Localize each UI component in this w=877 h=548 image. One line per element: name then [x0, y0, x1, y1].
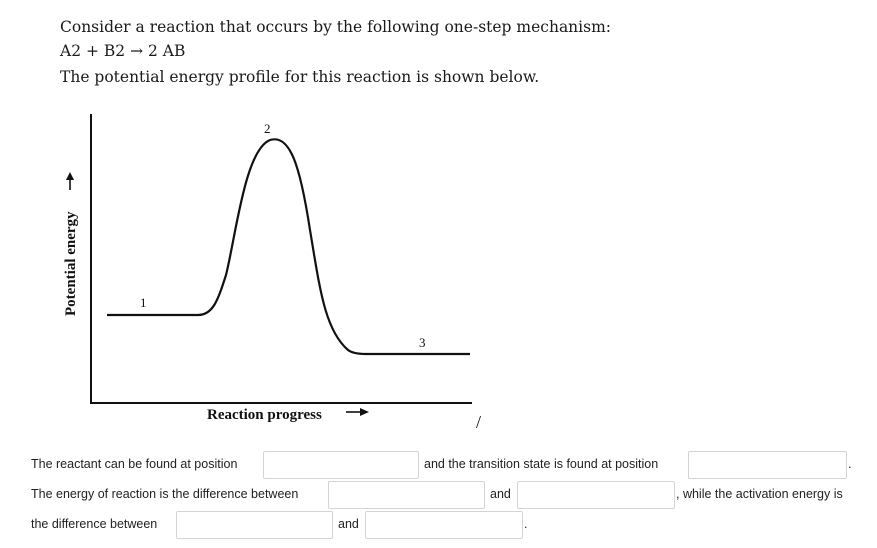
svg-text:Potential energy: Potential energy — [63, 211, 79, 316]
y-axis-arrow — [66, 172, 74, 190]
q1-mid-text: and the transition state is found at pos… — [424, 457, 659, 471]
reaction-equation: A2 + B2 → 2 AB — [60, 42, 186, 60]
intro-line-1: Consider a reaction that occurs by the f… — [60, 18, 611, 36]
q2-text: The energy of reaction is the difference… — [31, 487, 299, 501]
q3-end: . — [524, 517, 528, 531]
position-label-1: 1 — [140, 295, 147, 310]
q1-end: . — [848, 457, 852, 471]
q3-text: the difference between — [31, 517, 158, 531]
position-label-3: 3 — [419, 335, 426, 350]
activation-energy-input-a[interactable] — [176, 511, 333, 539]
x-axis-label: Reaction progress — [207, 407, 322, 423]
reaction-energy-input-b[interactable] — [517, 481, 675, 509]
stray-mark: / — [476, 412, 481, 432]
intro-line-3: The potential energy profile for this re… — [60, 68, 540, 86]
reaction-energy-input-a[interactable] — [328, 481, 485, 509]
q2-end: , while the activation energy is — [676, 487, 843, 501]
y-axis-label: Potential energy — [63, 211, 79, 316]
activation-energy-input-b[interactable] — [365, 511, 523, 539]
position-label-2: 2 — [264, 121, 271, 136]
q3-and: and — [338, 517, 359, 531]
transition-state-position-input[interactable] — [688, 451, 847, 479]
reactant-position-input[interactable] — [263, 451, 419, 479]
q1-text: The reactant can be found at position — [31, 457, 238, 471]
energy-curve — [107, 138, 470, 356]
x-axis-arrow — [346, 408, 369, 416]
q2-and: and — [490, 487, 511, 501]
